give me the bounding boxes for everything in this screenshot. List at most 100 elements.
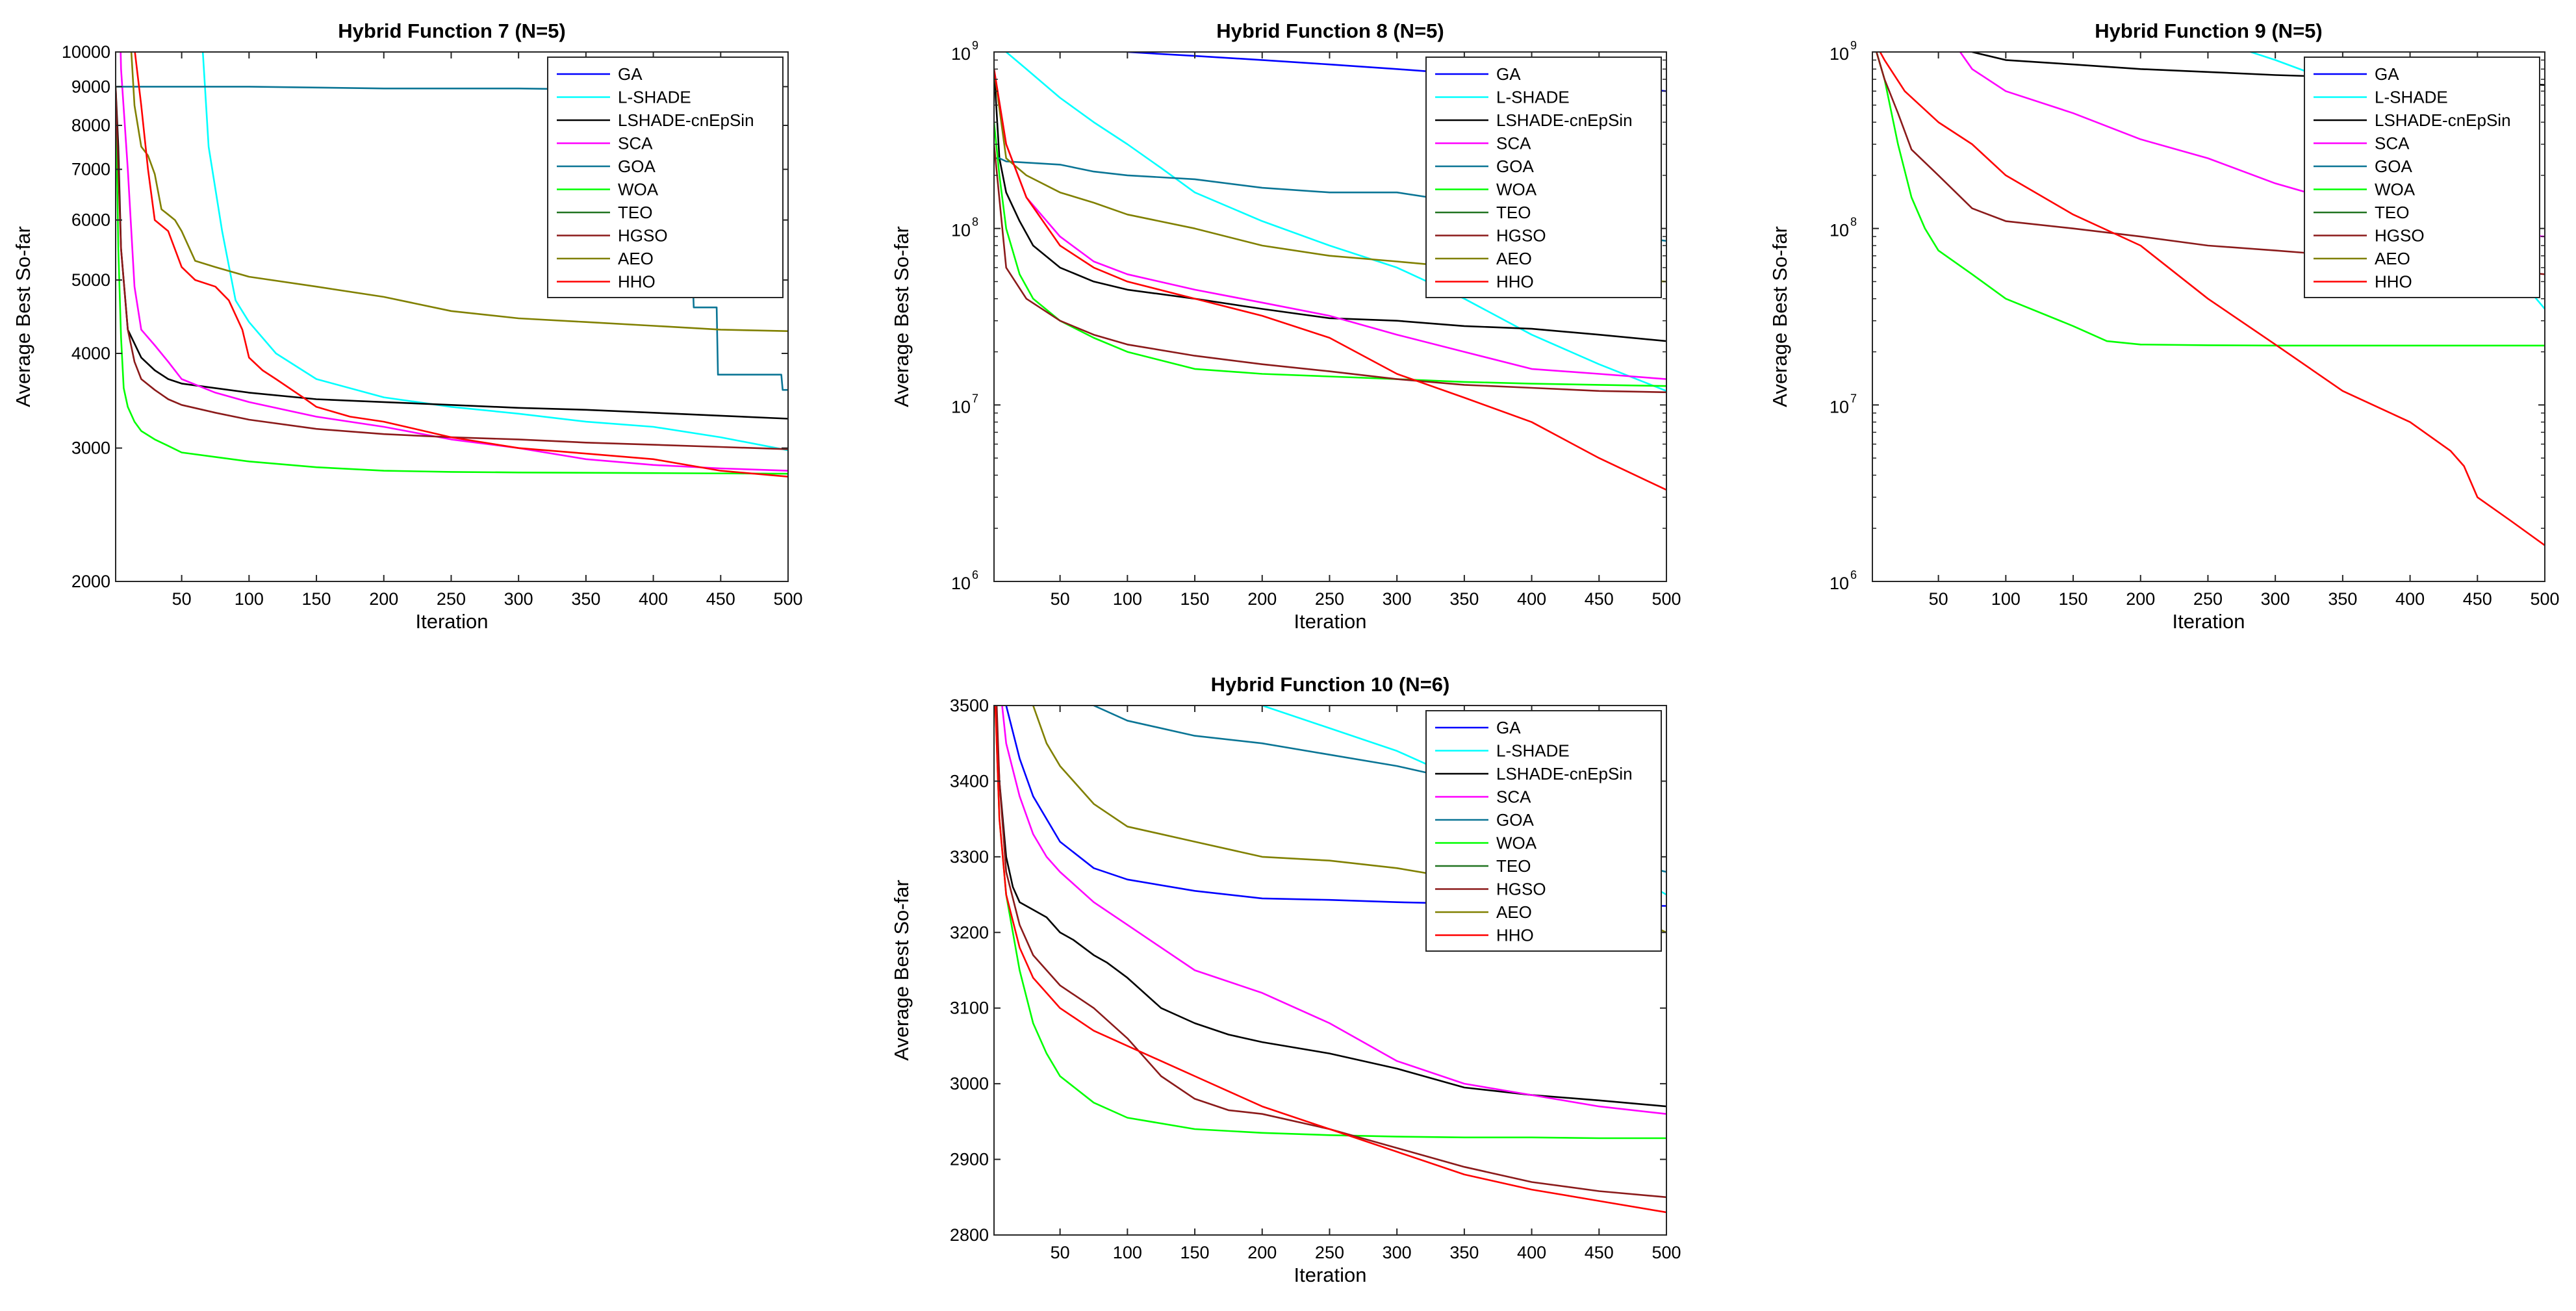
chart1-ytick-label: 4000	[71, 344, 110, 363]
chart4-ytick-label: 3100	[950, 999, 989, 1018]
chart1: 50 100 150 200 250 300 350 400 450 500 2000 3000 400…	[12, 0, 803, 633]
chart4-xtick-label: 400	[1517, 1243, 1546, 1262]
chart1-legend-label-4: SCA	[618, 134, 653, 153]
chart2-xtick-label: 350	[1449, 589, 1479, 609]
chart4-xtick-label: 100	[1113, 1243, 1142, 1262]
chart3-xtick-label: 300	[2261, 589, 2290, 609]
chart3-ylabel: Average Best So-far	[1768, 226, 1791, 407]
chart4-xtick-label: 350	[1449, 1243, 1479, 1262]
chart4-xtick-label: 50	[1051, 1243, 1070, 1262]
chart3-xtick-label: 200	[2126, 589, 2155, 609]
chart2-xtick-label: 450	[1585, 589, 1614, 609]
chart3-ytick-label: 10	[1830, 574, 1849, 593]
chart2-legend-label-7: TEO	[1496, 203, 1531, 222]
chart1-xtick-label: 250	[437, 589, 466, 609]
chart4-legend-label-4: SCA	[1496, 787, 1531, 807]
chart4-ytick-label: 2800	[950, 1225, 989, 1245]
chart2-legend-label-8: HGSO	[1496, 226, 1546, 246]
chart3-legend-label-1: GA	[2375, 64, 2399, 84]
chart2-legend: GA L-SHADE LSHADE-cnEpSin SCA GOA WOA TEO HGSO…	[1426, 57, 1661, 298]
chart2-xtick-label: 250	[1315, 589, 1344, 609]
chart3-legend-label-5: GOA	[2375, 157, 2412, 176]
chart1-xtick-label: 350	[571, 589, 600, 609]
chart4-legend-label-5: GOA	[1496, 810, 1534, 830]
chart3-ytick-label: 10	[1830, 397, 1849, 416]
chart1-ytick-label: 3000	[71, 439, 110, 458]
chart4-legend-label-7: TEO	[1496, 856, 1531, 876]
chart2-ytick-label: 10	[951, 44, 971, 64]
chart4-xtick-label: 300	[1383, 1243, 1412, 1262]
chart3-xtick-label: 400	[2395, 589, 2425, 609]
chart3-legend-label-2: L-SHADE	[2375, 88, 2448, 107]
chart4-legend-label-6: WOA	[1496, 834, 1537, 853]
chart3-legend-label-7: TEO	[2375, 203, 2409, 222]
chart2-xtick-label: 200	[1247, 589, 1277, 609]
chart4-xtick-label: 450	[1585, 1243, 1614, 1262]
chart2-xtick-label: 300	[1383, 589, 1412, 609]
chart1-ytick-label: 8000	[71, 116, 110, 135]
chart2-xtick-label: 50	[1051, 589, 1070, 609]
chart1-legend-label-7: TEO	[618, 203, 652, 222]
chart2-ytick-exponent: 9	[972, 39, 978, 52]
chart3-ytick-exponent: 8	[1850, 216, 1857, 229]
chart2-title: Hybrid Function 8 (N=5)	[1216, 19, 1444, 42]
chart1-ytick-label: 2000	[71, 572, 110, 591]
chart2-xtick-label: 500	[1651, 589, 1681, 609]
chart4-legend-label-8: HGSO	[1496, 880, 1546, 899]
chart1-xtick-label: 100	[235, 589, 264, 609]
chart2-legend-label-3: LSHADE-cnEpSin	[1496, 110, 1633, 130]
chart4-ytick-label: 3500	[950, 696, 989, 715]
chart2-ylabel: Average Best So-far	[890, 226, 913, 407]
chart1-ytick-label: 7000	[71, 160, 110, 179]
chart1-xtick-label: 300	[504, 589, 533, 609]
figure: 50 100 150 200 250 300 350 400 450 500 2000 3000 400…	[0, 0, 2576, 1311]
chart2-legend-label-4: SCA	[1496, 134, 1531, 153]
chart2-ytick-label: 10	[951, 574, 971, 593]
chart3-legend-label-10: HHO	[2375, 272, 2412, 292]
chart4-xtick-label: 200	[1247, 1243, 1277, 1262]
chart3-legend-label-3: LSHADE-cnEpSin	[2375, 110, 2511, 130]
chart4-ytick-label: 3000	[950, 1074, 989, 1093]
chart4-legend-label-3: LSHADE-cnEpSin	[1496, 764, 1633, 783]
chart2-xtick-label: 150	[1180, 589, 1210, 609]
chart4-xtick-label: 250	[1315, 1243, 1344, 1262]
chart1-legend-label-10: HHO	[618, 272, 656, 292]
chart2-ytick-label: 10	[951, 397, 971, 416]
chart3-xtick-label: 350	[2328, 589, 2357, 609]
chart3-ytick-exponent: 7	[1850, 392, 1857, 405]
chart4-legend-label-2: L-SHADE	[1496, 741, 1570, 761]
chart4-legend-label-1: GA	[1496, 718, 1521, 737]
chart1-legend: GA L-SHADELSHADE-cnEpSinSCAGOAWOATEOHGSO…	[548, 57, 783, 298]
chart1-xtick-label: 200	[369, 589, 398, 609]
chart1-legend-label-8: HGSO	[618, 226, 668, 246]
chart3-legend-label-6: WOA	[2375, 180, 2416, 199]
chart2-ytick-label: 10	[951, 221, 971, 240]
chart3-xlabel: Iteration	[2172, 610, 2245, 633]
chart2-legend-label-5: GOA	[1496, 157, 1534, 176]
chart4-xlabel: Iteration	[1294, 1264, 1366, 1286]
chart4-ytick-label: 3300	[950, 847, 989, 867]
chart3-ytick-label: 10	[1830, 221, 1849, 240]
chart4-legend: GA L-SHADE LSHADE-cnEpSin SCA GOA WOA TEO HGSO…	[1426, 711, 1661, 951]
chart3-xtick-label: 100	[1991, 589, 2021, 609]
chart4-legend-label-10: HHO	[1496, 926, 1534, 945]
chart2-legend-label-2: L-SHADE	[1496, 88, 1570, 107]
chart1-title: Hybrid Function 7 (N=5)	[338, 19, 566, 42]
chart1-xtick-label: 150	[302, 589, 331, 609]
chart4-ytick-label: 3200	[950, 923, 989, 942]
chart1-ytick-label: 6000	[71, 210, 110, 230]
chart3-xtick-label: 450	[2463, 589, 2492, 609]
chart2-xtick-label: 400	[1517, 589, 1546, 609]
chart3-title: Hybrid Function 9 (N=5)	[2095, 19, 2323, 42]
chart1-legend-label-5: GOA	[618, 157, 656, 176]
chart3-xtick-label: 50	[1929, 589, 1948, 609]
chart1-legend-label-1: GA	[618, 64, 643, 84]
chart1-legend-label-3: LSHADE-cnEpSin	[618, 110, 754, 130]
chart3-ytick-label: 10	[1830, 44, 1849, 64]
chart1-ytick-label: 9000	[71, 77, 110, 96]
chart1-ylabel: Average Best So-far	[12, 226, 34, 407]
chart4-ylabel: Average Best So-far	[890, 880, 913, 1061]
chart1-xlabel: Iteration	[415, 610, 488, 633]
chart2-legend-label-6: WOA	[1496, 180, 1537, 199]
